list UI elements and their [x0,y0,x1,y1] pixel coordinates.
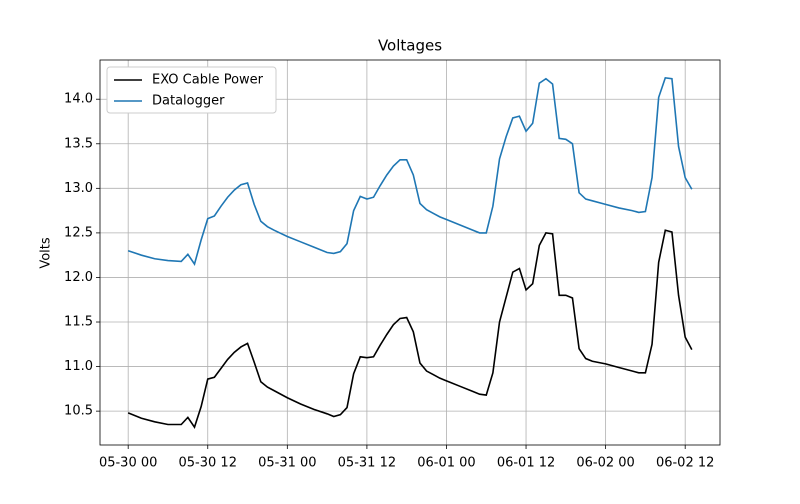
x-tick-label: 06-01 00 [417,456,475,471]
y-axis-label: Volts [39,237,54,269]
x-tick-label: 05-31 12 [338,456,396,471]
x-tick-label: 05-30 00 [99,456,157,471]
y-tick-label: 12.0 [64,270,93,285]
y-tick-label: 12.5 [64,225,93,240]
y-tick-label: 13.0 [64,181,93,196]
plot-frame [99,59,721,446]
chart-title: Voltages [378,37,442,55]
x-tick-label: 05-30 12 [179,456,237,471]
series-line [127,76,693,266]
y-tick-label: 11.5 [64,315,93,330]
x-tick-label: 06-02 00 [576,456,634,471]
x-tick-label: 06-01 12 [497,456,555,471]
x-tick-label: 05-31 00 [258,456,316,471]
series-line [127,229,693,429]
legend-label: Datalogger [152,94,225,109]
x-tick-label: 06-02 12 [656,456,714,471]
y-tick-label: 11.0 [64,359,93,374]
y-tick-label: 10.5 [64,404,93,419]
legend-box [106,66,277,114]
legend-label: EXO Cable Power [152,73,264,88]
y-tick-label: 13.5 [64,136,93,151]
y-tick-label: 14.0 [64,92,93,107]
